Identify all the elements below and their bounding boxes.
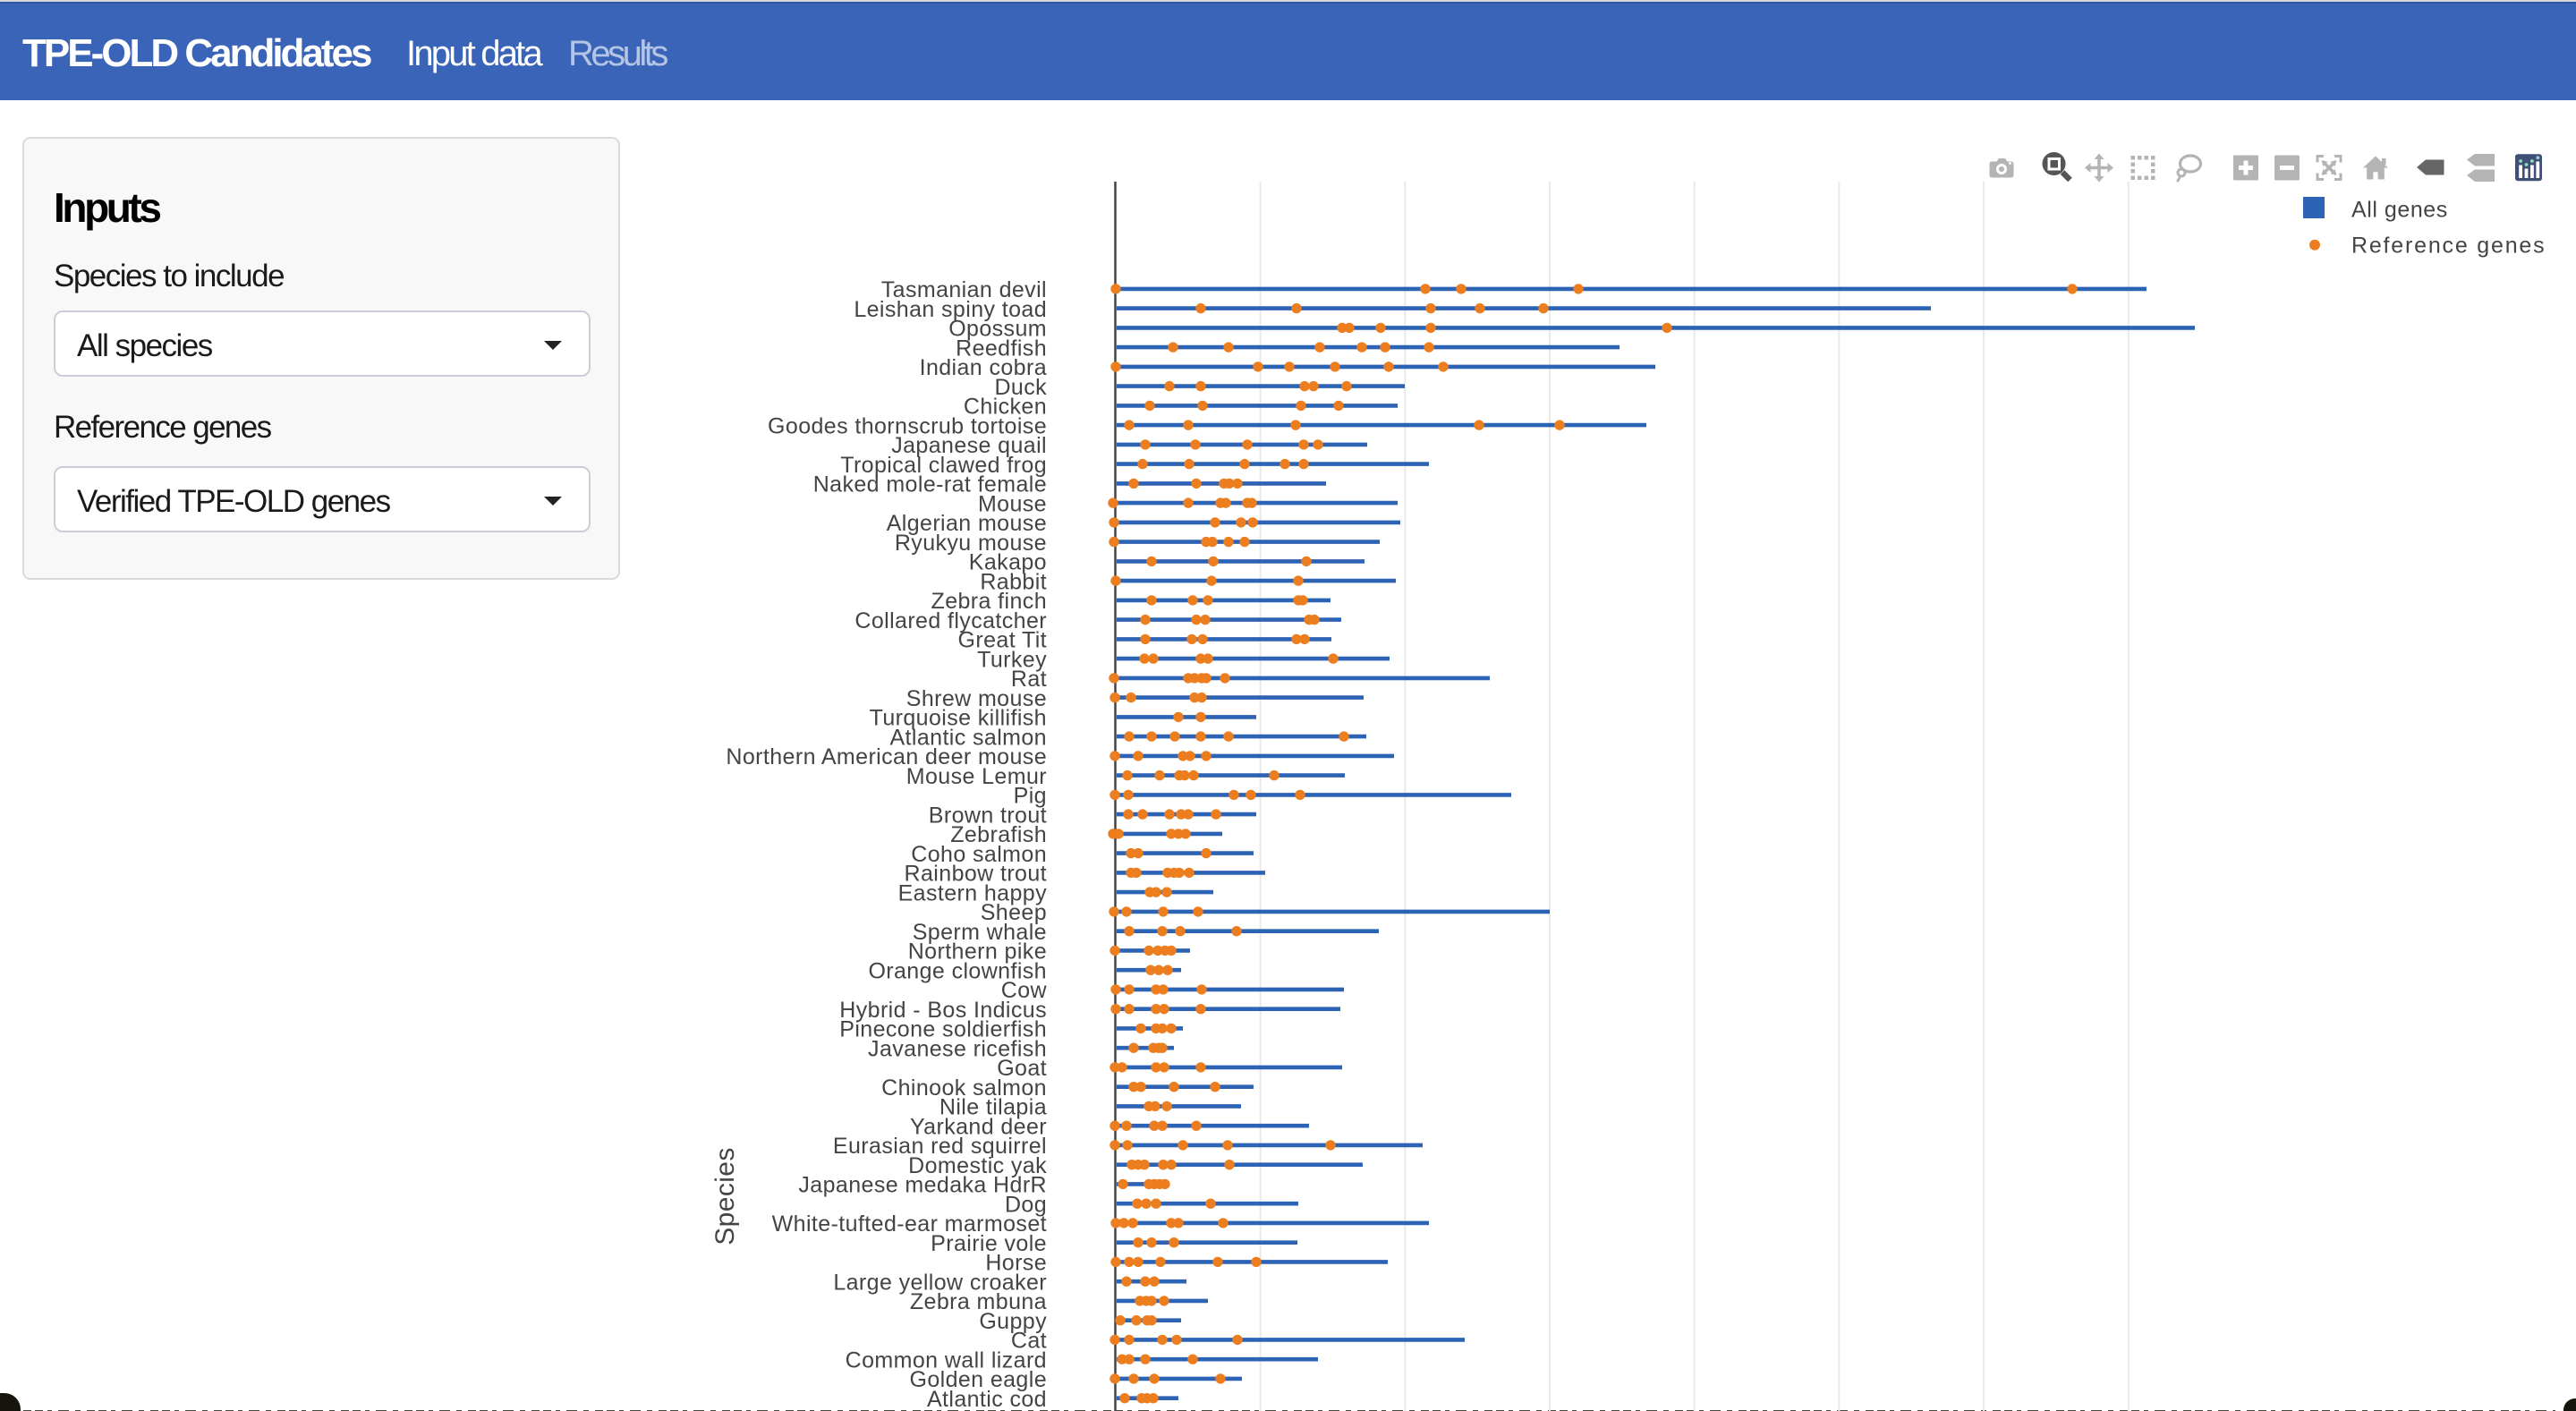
- svg-text:Common wall lizard: Common wall lizard: [846, 1348, 1047, 1373]
- svg-text:Mouse Lemur: Mouse Lemur: [906, 764, 1047, 789]
- svg-text:Northern American deer mouse: Northern American deer mouse: [726, 744, 1047, 769]
- svg-text:Rabbit: Rabbit: [980, 569, 1047, 594]
- svg-text:Hybrid - Bos Indicus: Hybrid - Bos Indicus: [839, 998, 1047, 1023]
- svg-text:Kakapo: Kakapo: [969, 550, 1047, 575]
- svg-text:Yarkand deer: Yarkand deer: [910, 1115, 1047, 1140]
- svg-text:Naked mole-rat female: Naked mole-rat female: [813, 472, 1047, 497]
- svg-text:Reference genes: Reference genes: [2351, 234, 2546, 259]
- svg-text:Japanese quail: Japanese quail: [891, 433, 1047, 458]
- svg-text:Opossum: Opossum: [948, 317, 1047, 342]
- svg-text:Atlantic cod: Atlantic cod: [927, 1387, 1047, 1411]
- svg-text:Goodes thornscrub tortoise: Goodes thornscrub tortoise: [768, 413, 1047, 438]
- svg-text:Cow: Cow: [1001, 978, 1048, 1003]
- svg-text:Horse: Horse: [985, 1251, 1047, 1276]
- svg-text:Duck: Duck: [994, 375, 1047, 400]
- svg-text:Zebra finch: Zebra finch: [931, 589, 1047, 614]
- svg-text:Ryukyu mouse: Ryukyu mouse: [895, 531, 1047, 556]
- svg-text:Coho salmon: Coho salmon: [911, 842, 1047, 867]
- svg-text:Guppy: Guppy: [979, 1309, 1047, 1334]
- svg-text:Eurasian red squirrel: Eurasian red squirrel: [833, 1134, 1047, 1159]
- svg-text:Golden eagle: Golden eagle: [909, 1367, 1047, 1392]
- svg-text:Dog: Dog: [1005, 1193, 1047, 1218]
- svg-text:Cat: Cat: [1011, 1329, 1047, 1354]
- svg-text:Tasmanian devil: Tasmanian devil: [881, 277, 1047, 302]
- svg-text:Rainbow trout: Rainbow trout: [905, 862, 1047, 887]
- svg-text:Prairie vole: Prairie vole: [931, 1231, 1047, 1256]
- svg-text:Pinecone soldierfish: Pinecone soldierfish: [839, 1017, 1047, 1042]
- svg-text:Northern pike: Northern pike: [908, 939, 1047, 965]
- svg-text:Species: Species: [710, 1147, 740, 1245]
- svg-text:Sperm whale: Sperm whale: [913, 920, 1047, 945]
- svg-text:Indian cobra: Indian cobra: [920, 355, 1047, 380]
- svg-text:Zebra mbuna: Zebra mbuna: [910, 1289, 1047, 1314]
- svg-text:Reedfish: Reedfish: [956, 336, 1047, 361]
- svg-text:Large yellow croaker: Large yellow croaker: [833, 1271, 1047, 1296]
- svg-text:White-tufted-ear marmoset: White-tufted-ear marmoset: [772, 1211, 1047, 1237]
- svg-text:Algerian mouse: Algerian mouse: [887, 511, 1047, 536]
- svg-text:Turkey: Turkey: [977, 647, 1047, 672]
- svg-text:All genes: All genes: [2351, 198, 2448, 223]
- svg-text:Atlantic salmon: Atlantic salmon: [889, 725, 1047, 750]
- svg-text:Turquoise killifish: Turquoise killifish: [870, 706, 1047, 731]
- svg-text:Zebrafish: Zebrafish: [950, 822, 1047, 847]
- svg-text:Chicken: Chicken: [964, 395, 1047, 420]
- svg-text:Brown trout: Brown trout: [929, 803, 1047, 828]
- svg-text:Pig: Pig: [1014, 784, 1047, 809]
- svg-text:Japanese medaka HdrR: Japanese medaka HdrR: [798, 1173, 1047, 1198]
- svg-text:Goat: Goat: [997, 1056, 1047, 1081]
- svg-text:Sheep: Sheep: [981, 900, 1047, 925]
- svg-text:Domestic yak: Domestic yak: [908, 1153, 1047, 1178]
- svg-text:Orange clownfish: Orange clownfish: [868, 959, 1047, 984]
- svg-text:Collared flycatcher: Collared flycatcher: [854, 608, 1047, 633]
- svg-text:Tropical clawed frog: Tropical clawed frog: [840, 453, 1047, 478]
- svg-text:Mouse: Mouse: [978, 491, 1047, 516]
- svg-text:Leishan spiny toad: Leishan spiny toad: [854, 297, 1047, 322]
- svg-text:Shrew mouse: Shrew mouse: [906, 686, 1047, 711]
- svg-text:Great Tit: Great Tit: [958, 628, 1047, 653]
- svg-text:Javanese ricefish: Javanese ricefish: [868, 1037, 1047, 1062]
- svg-text:Eastern happy: Eastern happy: [898, 880, 1048, 905]
- svg-text:Rat: Rat: [1011, 667, 1047, 692]
- svg-text:Chinook salmon: Chinook salmon: [881, 1075, 1047, 1101]
- svg-text:Nile tilapia: Nile tilapia: [939, 1095, 1047, 1120]
